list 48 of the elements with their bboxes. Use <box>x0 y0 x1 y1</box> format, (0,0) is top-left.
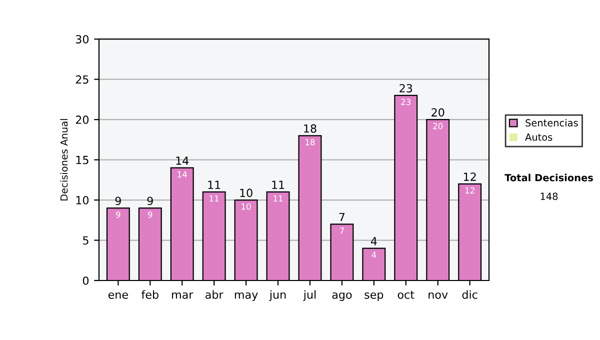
x-tick-label: jun <box>269 290 286 301</box>
x-tick-label: nov <box>428 292 448 299</box>
x-tick-label: dic <box>462 290 478 299</box>
data-label: 9 <box>116 211 120 218</box>
data-label: 11 <box>210 195 219 202</box>
x-tick-label: may <box>234 292 258 301</box>
data-label: 12 <box>465 187 474 194</box>
total-label: 9 <box>147 196 153 206</box>
y-tick-label: 30 <box>76 35 89 44</box>
legend-label: Sentencias <box>526 118 578 127</box>
data-label: 18 <box>306 139 315 146</box>
x-tick-label: oct <box>398 290 414 299</box>
total-label: 23 <box>400 84 412 92</box>
x-tick-label: feb <box>142 290 158 299</box>
x-tick-label: ago <box>332 292 352 301</box>
y-tick-label: 0 <box>82 276 89 285</box>
data-label: 14 <box>178 171 187 178</box>
text: Total Decisiones <box>504 174 593 182</box>
y-tick-label: 20 <box>76 116 89 124</box>
total-label: 10 <box>240 188 252 198</box>
legend-label: Autos <box>525 134 552 141</box>
data-label: 7 <box>340 228 344 234</box>
y-tick-label: 10 <box>76 196 89 204</box>
x-tick-label: ene <box>108 292 128 299</box>
text: 148 <box>540 192 558 200</box>
total-label: 12 <box>464 172 476 181</box>
total-label: 11 <box>208 180 220 189</box>
y-tick-label: 25 <box>76 75 88 84</box>
total-label: 14 <box>176 156 189 165</box>
total-label: 18 <box>304 124 316 133</box>
data-label: 9 <box>148 211 152 218</box>
x-tick-label: mar <box>172 292 194 299</box>
y-tick-label: 15 <box>76 156 88 164</box>
data-label: 4 <box>372 252 376 258</box>
x-tick-label: abr <box>206 290 224 299</box>
y-axis-title: Decisiones Anual <box>60 119 68 200</box>
x-tick-label: sep <box>364 292 384 301</box>
data-label: 10 <box>242 203 251 210</box>
data-label: 11 <box>274 195 283 202</box>
total-label: 9 <box>115 196 121 206</box>
data-label: 20 <box>433 122 443 130</box>
total-label: 11 <box>272 180 284 189</box>
data-label: 23 <box>401 98 411 106</box>
total-label: 7 <box>339 212 345 222</box>
y-tick-label: 5 <box>83 236 88 245</box>
total-label: 20 <box>432 108 444 117</box>
total-label: 4 <box>370 237 377 246</box>
x-tick-label: jul <box>303 290 316 301</box>
